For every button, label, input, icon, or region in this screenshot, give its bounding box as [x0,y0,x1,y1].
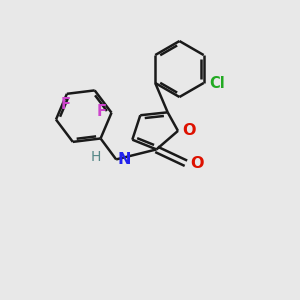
Text: Cl: Cl [209,76,225,91]
Text: N: N [117,152,130,167]
Text: O: O [182,123,196,138]
Text: H: H [91,150,101,164]
Text: F: F [96,104,106,119]
Text: O: O [190,156,204,171]
Text: F: F [60,97,70,112]
